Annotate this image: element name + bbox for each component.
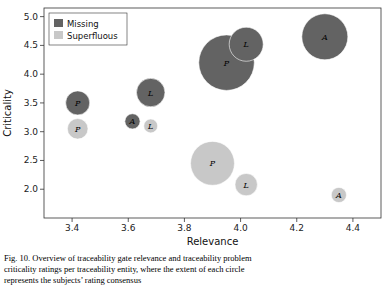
- plot-frame: [44, 8, 381, 218]
- bubble-label: P: [223, 59, 230, 68]
- legend-frame: [49, 13, 127, 45]
- caption: Fig. 10. Overview of traceability gate r…: [4, 253, 252, 263]
- y-tick: [40, 45, 44, 46]
- x-tick-label: 3.8: [177, 223, 192, 233]
- bubble-label: A: [335, 191, 342, 200]
- y-tick-label: 5.0: [24, 12, 39, 22]
- x-tick: [352, 218, 353, 222]
- bubble-label: L: [147, 89, 153, 98]
- y-tick: [40, 74, 44, 75]
- y-tick: [40, 131, 44, 132]
- bubble: [302, 14, 348, 60]
- chart: 3.4 3.6 3.8 4.0 4.2 4.4 2.0 2.5 3.0 3.5 4.0 4.5 5.0 R…: [0, 0, 389, 299]
- bubble: [235, 173, 257, 195]
- x-tick-label: 3.6: [121, 223, 136, 233]
- bubble-label: P: [209, 159, 216, 168]
- bubble-label: L: [243, 40, 249, 49]
- bubble: [67, 119, 88, 140]
- background: [0, 0, 389, 299]
- y-tick: [40, 189, 44, 190]
- y-tick: [40, 102, 44, 103]
- x-tick-label: 3.4: [65, 223, 80, 233]
- bubble-label: P: [74, 125, 81, 134]
- bubble-labels: P L P L A P L A P L A: [74, 33, 342, 200]
- y-tick: [40, 16, 44, 17]
- bubble: [199, 35, 255, 91]
- bubble-label: P: [74, 99, 81, 108]
- bubble: [144, 119, 158, 133]
- x-tick-label: 4.0: [233, 223, 248, 233]
- y-axis-label: Criticality: [2, 89, 13, 137]
- bubble-label: A: [321, 33, 328, 42]
- bubble-label: L: [243, 181, 249, 190]
- bubble-label: L: [147, 122, 153, 131]
- x-tick: [184, 218, 185, 222]
- x-tick-label: 4.2: [290, 223, 304, 233]
- series-1: [67, 119, 346, 203]
- bubble: [66, 91, 90, 115]
- legend-label: Superfluous: [67, 31, 118, 41]
- y-tick-label: 2.5: [24, 155, 38, 165]
- legend: Missing Superfluous: [49, 13, 127, 45]
- bubble: [136, 78, 164, 106]
- bubble: [229, 27, 263, 61]
- y-tick-label: 2.0: [24, 184, 39, 194]
- series-0: [66, 14, 348, 129]
- caption: criticality ratings per traceability ent…: [4, 264, 245, 274]
- legend-swatch: [54, 19, 63, 27]
- caption: represents the subjects’ rating consensu…: [4, 275, 141, 285]
- x-tick: [128, 218, 129, 222]
- y-tick-label: 3.0: [24, 127, 39, 137]
- x-tick: [240, 218, 241, 222]
- legend-swatch: [54, 31, 63, 39]
- y-tick: [40, 160, 44, 161]
- bubble-label: A: [129, 117, 136, 126]
- x-tick: [296, 218, 297, 222]
- legend-label: Missing: [67, 19, 99, 29]
- x-tick: [72, 218, 73, 222]
- x-axis-label: Relevance: [187, 236, 239, 247]
- y-tick-label: 3.5: [24, 98, 38, 108]
- y-tick-label: 4.0: [24, 69, 39, 79]
- x-tick-label: 4.4: [346, 223, 361, 233]
- bubble: [125, 114, 140, 129]
- y-tick-label: 4.5: [24, 40, 38, 50]
- bubble: [331, 187, 346, 202]
- bubble: [191, 141, 235, 185]
